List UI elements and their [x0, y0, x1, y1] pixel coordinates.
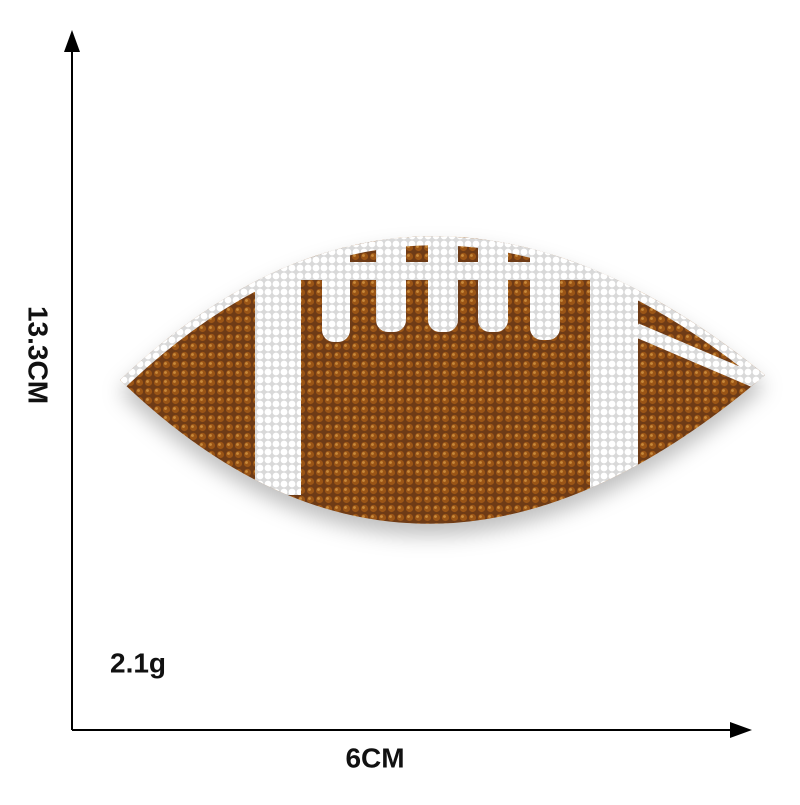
width-label: 6CM [345, 742, 404, 773]
football-patch [120, 236, 765, 524]
height-label: 13.3CM [23, 306, 54, 404]
weight-label: 2.1g [110, 647, 166, 678]
dimension-axes [64, 30, 752, 738]
